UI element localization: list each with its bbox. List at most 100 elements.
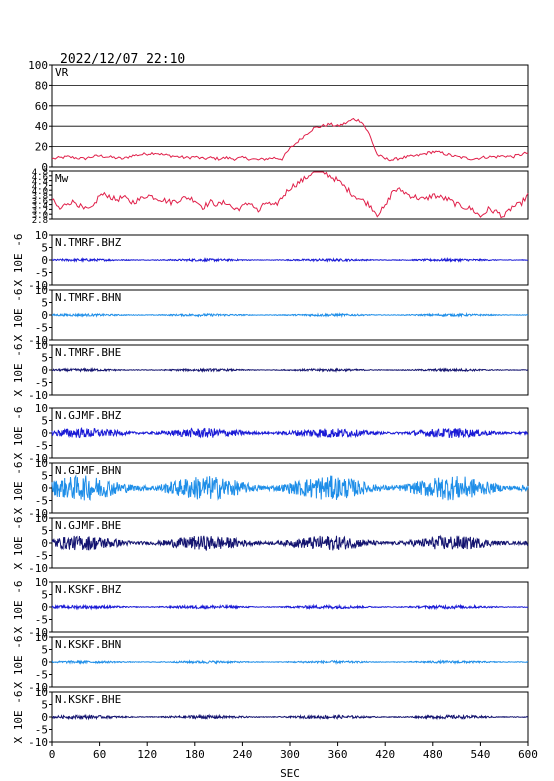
- y-tick-label: 0: [41, 161, 48, 174]
- y-tick-label: 0: [41, 656, 48, 669]
- panel-label: N.TMRF.BHN: [55, 291, 121, 304]
- x-tick-label: 600: [518, 748, 538, 761]
- x-tick-label: 240: [232, 748, 252, 761]
- panel-label: N.TMRF.BHE: [55, 346, 121, 359]
- y-tick-label: 100: [28, 59, 48, 72]
- y-tick-label: 10: [35, 686, 48, 699]
- y-tick-label: 10: [35, 457, 48, 470]
- y-tick-label: 5: [41, 352, 48, 365]
- data-line: [51, 312, 529, 318]
- x-axis: 0 60 120 180 240 300 360 420 480 540 600: [49, 742, 538, 761]
- y-tick-label: -10: [28, 681, 48, 694]
- y-tick-label: 3.6: [32, 197, 48, 207]
- y-tick-label: 10: [35, 576, 48, 589]
- panel-label: N.TMRF.BHZ: [55, 236, 122, 249]
- y-tick-label: 4.6: [32, 173, 48, 183]
- y-tick-label: 0: [41, 601, 48, 614]
- y-tick-label: 4.4: [32, 178, 48, 188]
- y-axis-unit-label: X 10E -6: [12, 581, 25, 634]
- x-tick-label: 540: [470, 748, 490, 761]
- y-tick-label: 0: [41, 427, 48, 440]
- y-tick-label: 5: [41, 644, 48, 657]
- y-tick-label: 10: [35, 229, 48, 242]
- y-tick-label: 5: [41, 470, 48, 483]
- y-tick-label: 10: [35, 512, 48, 525]
- y-axis-unit-label: X 10E -6: [12, 636, 25, 689]
- x-tick-label: 480: [423, 748, 443, 761]
- y-tick-label: 20: [35, 141, 48, 154]
- y-tick-label: -5: [35, 669, 48, 682]
- panel-label: VR: [55, 66, 69, 79]
- x-tick-label: 420: [375, 748, 395, 761]
- data-line: [51, 534, 529, 551]
- y-tick-label: -5: [35, 440, 48, 453]
- y-tick-label: -5: [35, 322, 48, 335]
- panel-label: N.GJMF.BHN: [55, 464, 121, 477]
- data-line: [51, 658, 529, 665]
- x-axis-label: SEC: [280, 767, 300, 780]
- data-line: [51, 427, 529, 439]
- data-line: [51, 256, 529, 263]
- y-tick-label: 0: [41, 711, 48, 724]
- panel-label: N.KSKF.BHZ: [55, 583, 122, 596]
- y-tick-label: -10: [28, 626, 48, 639]
- y-tick-label: 10: [35, 284, 48, 297]
- y-tick-label: -5: [35, 377, 48, 390]
- vr-panel: 0 20 40 60 80 100 VR: [28, 59, 529, 174]
- data-line: [51, 474, 529, 501]
- y-axis-unit-label: X 10E -6: [12, 344, 25, 397]
- y-tick-label: 0: [41, 364, 48, 377]
- y-axis-unit-label: X 10E -6: [12, 407, 25, 460]
- y-axis-unit-label: X 10E -6: [12, 289, 25, 342]
- y-tick-label: 0: [41, 537, 48, 550]
- y-tick-label: 10: [35, 631, 48, 644]
- y-tick-label: 2.8: [32, 216, 48, 226]
- y-tick-label: 40: [35, 120, 48, 133]
- y-tick-label: -10: [28, 562, 48, 575]
- y-tick-label: 4.2: [32, 182, 48, 192]
- data-line: [51, 367, 528, 373]
- y-tick-label: 5: [41, 297, 48, 310]
- y-tick-label: 60: [35, 100, 48, 113]
- chart-timestamp: 2022/12/07 22:10: [60, 52, 185, 67]
- y-tick-label: 5: [41, 415, 48, 428]
- y-tick-label: -10: [28, 736, 48, 749]
- panel-label: Mw: [55, 172, 69, 185]
- y-tick-label: -10: [28, 507, 48, 520]
- panel-frame: [51, 64, 529, 168]
- y-tick-label: 4.0: [32, 187, 48, 197]
- mw-panel: 2.83.03.23.43.63.84.04.24.44.64.8 Mw: [32, 168, 529, 226]
- y-tick-label: 0: [41, 254, 48, 267]
- y-tick-label: 3.4: [32, 202, 48, 212]
- y-axis-unit-label: X 10E -6: [12, 462, 25, 515]
- y-tick-label: 0: [41, 309, 48, 322]
- y-tick-label: 5: [41, 525, 48, 538]
- y-axis-unit-label: X 10E -6: [12, 691, 25, 744]
- y-tick-label: -5: [35, 724, 48, 737]
- x-tick-label: 60: [93, 748, 106, 761]
- y-tick-label: -10: [28, 389, 48, 402]
- y-tick-label: -5: [35, 267, 48, 280]
- panels-group: 020406080100VR2.83.03.23.43.63.84.04.24.…: [12, 59, 529, 749]
- y-tick-label: -5: [35, 495, 48, 508]
- y-tick-label: -5: [35, 614, 48, 627]
- x-tick-label: 120: [137, 748, 157, 761]
- y-tick-label: 4.8: [32, 168, 48, 178]
- y-tick-label: 80: [35, 79, 48, 92]
- data-line: [51, 117, 529, 162]
- y-tick-label: 5: [41, 589, 48, 602]
- y-tick-label: 10: [35, 402, 48, 415]
- y-tick-label: -10: [28, 279, 48, 292]
- y-tick-label: 5: [41, 242, 48, 255]
- y-tick-label: 3.2: [32, 206, 48, 216]
- y-tick-label: 0: [41, 482, 48, 495]
- data-line: [51, 713, 529, 721]
- x-tick-label: 0: [49, 748, 56, 761]
